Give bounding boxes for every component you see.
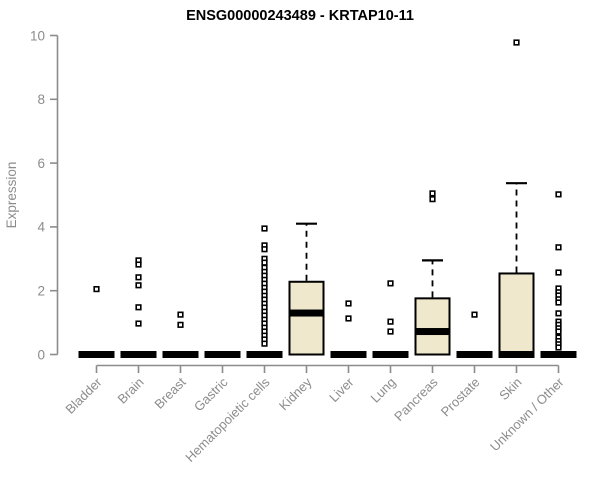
median-line [78,351,115,358]
x-tick-label: Brain [115,375,147,407]
outlier-point [135,282,142,289]
x-tick-label: Bladder [62,374,105,417]
x-tick-label: Pancreas [391,374,441,424]
outlier-point [345,300,352,307]
x-tick-label: Breast [151,374,188,411]
x-tick-label: Skin [496,375,524,403]
chart-title: ENSG00000243489 - KRTAP10-11 [186,8,414,24]
y-tick-label: 8 [37,92,45,107]
outlier-point [345,315,352,322]
outlier-point [555,328,562,335]
outlier-point [261,259,268,266]
x-tick-label: Gastric [191,374,231,414]
outlier-point [135,261,142,268]
y-tick-label: 0 [37,347,45,362]
outlier-point [177,311,184,318]
x-tick-label: Unknown / Other [487,374,567,454]
median-line [456,351,493,358]
outlier-point [555,310,562,317]
outlier-point [555,299,562,306]
outlier-point [135,320,142,327]
median-line [540,351,577,358]
median-line [288,309,325,317]
outlier-point [93,286,100,293]
box-kidney [288,280,325,356]
outlier-point [387,280,394,287]
outlier-point [555,344,562,351]
median-line [330,351,367,358]
x-tick-label: Liver [326,374,357,405]
outlier-point [555,269,562,276]
y-tick-label: 2 [37,284,45,299]
outlier-point [135,304,142,311]
median-line [372,351,409,358]
box-pancreas [414,297,451,356]
median-line [120,351,157,358]
y-tick-label: 6 [37,156,45,171]
y-axis-label: Expression [4,162,19,229]
median-line [414,328,451,336]
y-tick-label: 4 [37,220,45,235]
outlier-point [261,340,268,347]
outlier-point [555,244,562,251]
median-line [498,351,535,358]
outlier-point [135,274,142,281]
outlier-point [555,191,562,198]
outlier-point [513,39,520,46]
median-line [246,351,283,358]
x-tick-label: Kidney [276,374,315,413]
x-tick-label: Lung [368,375,399,406]
outlier-point [429,190,436,197]
outlier-point [261,246,268,253]
outlier-point [261,225,268,232]
outlier-point [387,328,394,335]
outlier-point [177,321,184,328]
y-tick-label: 10 [30,28,45,43]
box-skin [498,272,535,356]
outlier-point [387,318,394,325]
median-line [162,351,199,358]
outlier-point [429,196,436,203]
x-tick-label: Prostate [438,375,483,420]
median-line [204,351,241,358]
outlier-point [471,311,478,318]
